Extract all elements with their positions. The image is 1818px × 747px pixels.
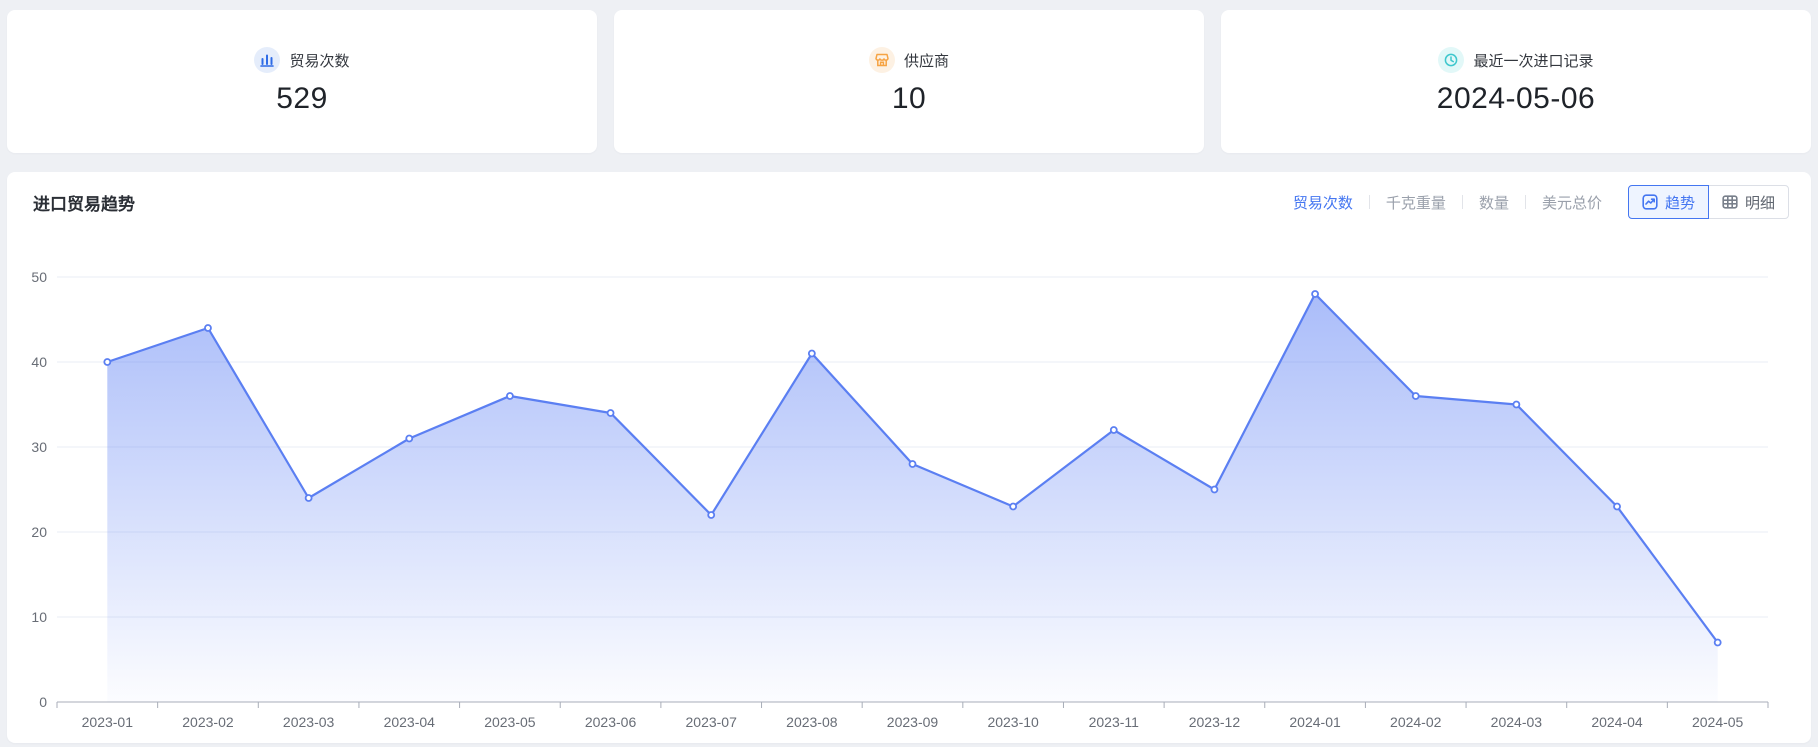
- clock-icon: [1438, 47, 1465, 73]
- svg-text:2023-11: 2023-11: [1089, 714, 1140, 730]
- svg-text:2023-05: 2023-05: [484, 714, 536, 730]
- svg-text:2023-08: 2023-08: [786, 714, 838, 730]
- stat-card-last-import: 最近一次进口记录 2024-05-06: [1221, 10, 1811, 153]
- tab-trade-count[interactable]: 贸易次数: [1292, 194, 1353, 212]
- svg-text:50: 50: [31, 269, 47, 285]
- svg-text:2024-05: 2024-05: [1692, 714, 1744, 730]
- svg-text:0: 0: [39, 694, 47, 710]
- stat-card-suppliers: 供应商 10: [614, 10, 1204, 153]
- svg-text:20: 20: [31, 524, 47, 540]
- tab-usd-total[interactable]: 美元总价: [1541, 194, 1602, 212]
- tab-separator: [1368, 195, 1370, 209]
- svg-text:2024-04: 2024-04: [1591, 714, 1643, 730]
- shop-icon: [868, 47, 895, 73]
- bar-chart-icon: [254, 47, 281, 73]
- stat-card-header: 最近一次进口记录: [1438, 47, 1594, 73]
- trend-view-label: 趋势: [1664, 194, 1695, 212]
- svg-text:2023-02: 2023-02: [182, 714, 234, 730]
- stat-label: 最近一次进口记录: [1473, 52, 1594, 70]
- stat-card-header: 贸易次数: [254, 47, 350, 73]
- stat-value: 10: [891, 82, 927, 115]
- stat-value: 529: [276, 82, 328, 115]
- svg-text:30: 30: [31, 439, 47, 455]
- tab-separator: [1461, 195, 1463, 209]
- svg-text:2023-03: 2023-03: [283, 714, 335, 730]
- detail-view-label: 明细: [1744, 194, 1775, 212]
- stat-card-trade-count: 贸易次数 529: [7, 10, 597, 153]
- metric-tabs: 贸易次数 千克重量 数量 美元总价: [1293, 192, 1602, 213]
- panel-header: 进口贸易趋势 贸易次数 千克重量 数量 美元总价: [7, 172, 1811, 219]
- panel-title: 进口贸易趋势: [33, 194, 135, 214]
- svg-text:10: 10: [31, 609, 47, 625]
- trend-view-button[interactable]: 趋势: [1627, 185, 1709, 219]
- svg-text:2023-06: 2023-06: [585, 714, 637, 730]
- svg-text:40: 40: [31, 354, 47, 370]
- stat-cards-row: 贸易次数 529 供应商 10: [7, 10, 1811, 153]
- import-trend-panel: 进口贸易趋势 贸易次数 千克重量 数量 美元总价: [7, 172, 1811, 743]
- svg-text:2024-01: 2024-01: [1289, 714, 1341, 730]
- view-toggle: 趋势 明细: [1627, 185, 1789, 219]
- tab-quantity[interactable]: 数量: [1478, 194, 1509, 212]
- svg-text:2024-02: 2024-02: [1390, 714, 1442, 730]
- table-icon: [1722, 194, 1738, 210]
- svg-text:2023-10: 2023-10: [987, 714, 1039, 730]
- panel-controls: 贸易次数 千克重量 数量 美元总价: [1293, 185, 1789, 219]
- svg-text:2023-01: 2023-01: [82, 714, 134, 730]
- svg-text:2023-04: 2023-04: [384, 714, 436, 730]
- tab-kg-weight[interactable]: 千克重量: [1385, 194, 1446, 212]
- stat-label: 供应商: [903, 52, 949, 70]
- stat-label: 贸易次数: [289, 52, 350, 70]
- tab-separator: [1524, 195, 1526, 209]
- stat-value: 2024-05-06: [1436, 82, 1596, 115]
- trend-area-chart[interactable]: 0 10 20 30 40 50 2023-01 2023-02 2023-03 2023-04 2…: [7, 172, 1811, 743]
- stat-card-header: 供应商: [868, 47, 949, 73]
- trend-icon: [1642, 194, 1658, 210]
- svg-text:2023-07: 2023-07: [686, 714, 738, 730]
- svg-text:2024-03: 2024-03: [1491, 714, 1543, 730]
- detail-view-button[interactable]: 明细: [1707, 185, 1789, 219]
- svg-text:2023-12: 2023-12: [1189, 714, 1241, 730]
- svg-text:2023-09: 2023-09: [887, 714, 939, 730]
